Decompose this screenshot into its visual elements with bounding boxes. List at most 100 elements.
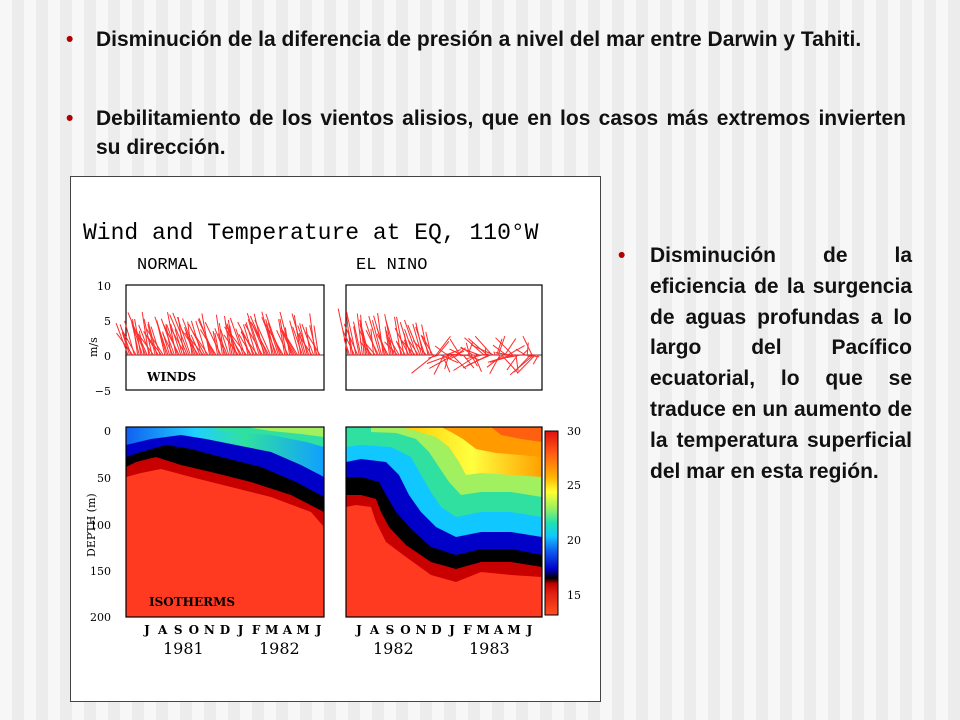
wind-stick <box>506 354 521 359</box>
wind-stick <box>449 348 462 356</box>
wind-stick <box>298 332 307 356</box>
wind-stick <box>509 354 534 376</box>
wind-stick <box>394 327 410 356</box>
wind-stick <box>411 354 435 374</box>
wind-stick <box>240 331 259 356</box>
month-label: S <box>386 623 395 637</box>
wind-stick <box>495 337 514 356</box>
wind-stick <box>264 323 284 356</box>
wind-stick <box>506 354 519 371</box>
wind-stick <box>466 354 491 366</box>
wind-stick <box>163 324 180 356</box>
month-label: J <box>355 623 362 637</box>
month-label: J <box>237 623 244 637</box>
wind-stick <box>386 330 392 356</box>
wind-tick: 0 <box>104 350 111 363</box>
wind-stick <box>362 339 376 356</box>
wind-stick <box>166 324 179 356</box>
wind-stick <box>376 333 389 356</box>
month-label: O <box>400 623 410 637</box>
isotherm-panel-el-nino <box>345 426 543 618</box>
wind-panel-el-nino <box>337 284 543 391</box>
wind-stick <box>229 317 244 356</box>
wind-stick <box>280 330 295 356</box>
wind-stick <box>496 338 503 356</box>
wind-tick: −5 <box>95 385 111 398</box>
month-label: F <box>252 623 261 637</box>
wind-stick <box>522 335 533 356</box>
wind-stick <box>297 325 310 356</box>
bullet-upwelling: • Disminución de la eficiencia de la sur… <box>618 241 912 487</box>
wind-stick <box>385 319 397 356</box>
wind-stick <box>435 335 451 356</box>
wind-stick <box>353 326 360 356</box>
wind-temperature-figure: Wind and Temperature at EQ, 110°W NORMAL… <box>70 176 601 702</box>
wind-tick: 5 <box>104 315 111 328</box>
wind-stick <box>261 311 275 356</box>
wind-stick <box>184 332 204 356</box>
wind-stick <box>404 329 415 356</box>
wind-stick <box>162 333 174 356</box>
wind-tick: 10 <box>97 280 111 293</box>
wind-stick <box>301 323 315 356</box>
colorbar-tick: 25 <box>567 479 581 492</box>
month-label: N <box>416 623 427 637</box>
wind-stick <box>120 327 137 356</box>
bullet-marker: • <box>66 107 74 130</box>
figure-title: Wind and Temperature at EQ, 110°W <box>83 220 539 246</box>
isotherm-panel-normal: ISOTHERMS <box>125 426 325 618</box>
wind-stick <box>127 312 147 356</box>
wind-stick <box>292 326 303 356</box>
bullet-trade-winds: • Debilitamiento de los vientos alisios,… <box>66 104 906 162</box>
wind-stick <box>527 354 537 358</box>
wind-stick <box>116 332 134 356</box>
month-label: S <box>174 623 183 637</box>
month-label: M <box>265 623 278 637</box>
wind-stick <box>280 327 299 356</box>
wind-stick <box>170 328 187 356</box>
month-label: J <box>315 623 322 637</box>
wind-stick <box>243 324 254 356</box>
wind-stick <box>526 342 529 356</box>
wind-stick <box>400 339 416 356</box>
wind-stick <box>309 325 318 356</box>
month-label: D <box>431 623 441 637</box>
wind-stick <box>309 313 316 356</box>
wind-stick <box>192 331 209 356</box>
wind-stick <box>434 345 448 356</box>
wind-stick <box>444 354 450 370</box>
wind-stick <box>365 329 379 356</box>
wind-stick <box>489 354 515 363</box>
wind-stick <box>429 354 454 369</box>
wind-stick <box>412 323 423 356</box>
wind-stick <box>460 354 477 357</box>
panel-label-el-nino: EL NINO <box>356 256 427 275</box>
wind-stick <box>387 337 395 356</box>
wind-stick <box>396 316 405 356</box>
wind-stick <box>265 319 276 356</box>
wind-stick <box>492 344 507 356</box>
wind-stick <box>532 354 539 365</box>
wind-stick <box>313 325 319 356</box>
year-label: 1982 <box>259 639 300 658</box>
figure-canvas: Wind and Temperature at EQ, 110°W NORMAL… <box>83 220 581 658</box>
wind-stick <box>169 314 188 356</box>
wind-stick <box>342 330 355 356</box>
wind-stick <box>449 338 461 356</box>
isotherms-label: ISOTHERMS <box>149 595 235 609</box>
wind-stick <box>250 321 270 356</box>
wind-stick <box>343 338 351 356</box>
wind-stick <box>154 316 169 356</box>
wind-stick <box>495 352 510 356</box>
wind-stick <box>377 312 384 356</box>
wind-stick <box>426 354 451 364</box>
wind-stick <box>460 347 480 356</box>
bullet-marker: • <box>618 244 626 267</box>
wind-unit-label: m/s <box>87 337 100 357</box>
wind-stick <box>368 315 381 356</box>
wind-stick <box>516 354 536 374</box>
wind-stick <box>172 312 190 356</box>
wind-stick <box>220 329 230 356</box>
wind-stick <box>515 348 526 356</box>
bullet-marker: • <box>66 28 74 51</box>
